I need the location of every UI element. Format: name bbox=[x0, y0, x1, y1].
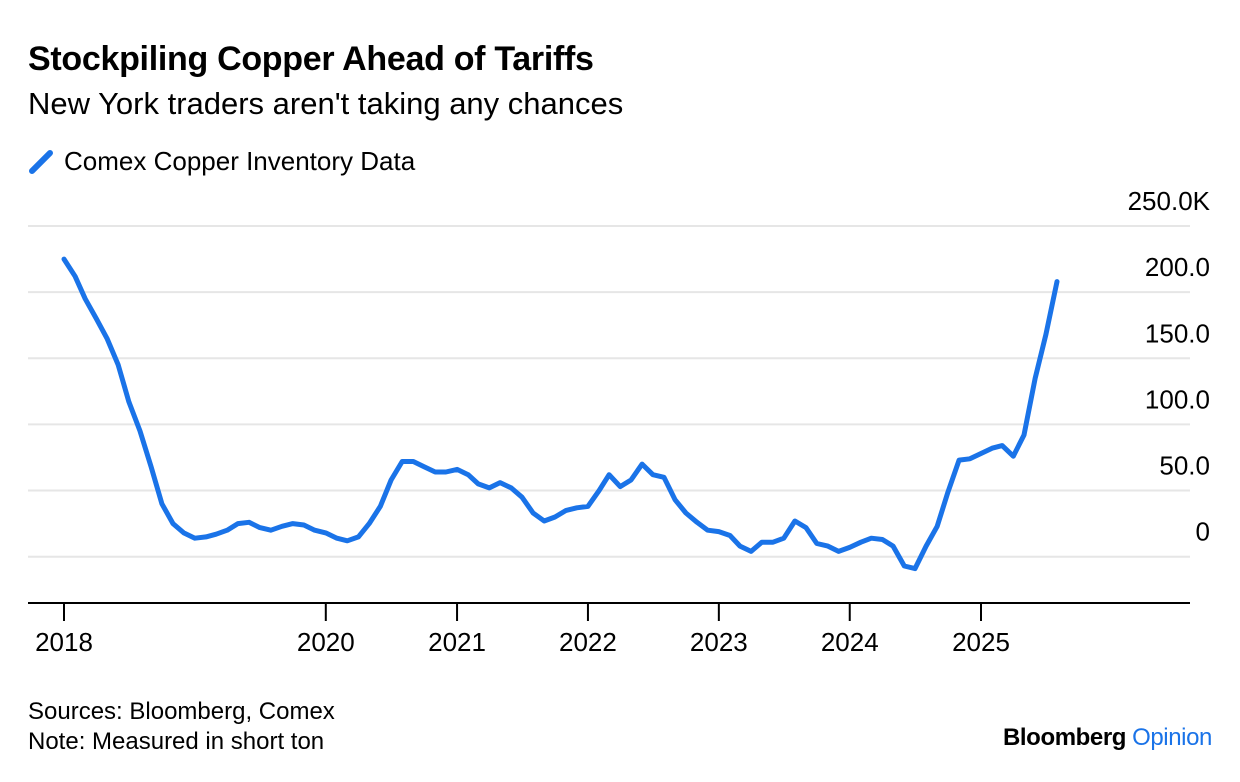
chart-subtitle: New York traders aren't taking any chanc… bbox=[28, 86, 624, 121]
x-tick-label: 2020 bbox=[297, 627, 355, 657]
chart-title: Stockpiling Copper Ahead of Tariffs bbox=[28, 40, 594, 78]
series-line bbox=[61, 256, 1060, 572]
y-tick-label: 0 bbox=[1196, 517, 1210, 547]
legend-label: Comex Copper Inventory Data bbox=[64, 146, 416, 176]
y-tick-label: 50.0 bbox=[1159, 451, 1210, 481]
x-tick-label: 2025 bbox=[952, 627, 1010, 657]
chart-legend: Comex Copper Inventory Data bbox=[28, 146, 415, 177]
x-tick-label: 2024 bbox=[821, 627, 879, 657]
unit-note: Note: Measured in short ton bbox=[28, 728, 325, 755]
x-tick-label: 2022 bbox=[559, 627, 617, 657]
x-tick-label: 2021 bbox=[428, 627, 486, 657]
brand-primary: Bloomberg bbox=[1002, 724, 1127, 751]
grid-lines bbox=[28, 225, 1190, 558]
series-group bbox=[61, 256, 1060, 572]
legend-swatch-icon bbox=[29, 149, 53, 174]
x-axis-ticks: 2018 2020 2021 2022 2023 2024 2025 bbox=[35, 603, 1010, 657]
brand-logo: Bloomberg Opinion bbox=[1003, 724, 1212, 752]
brand-secondary: Opinion bbox=[1132, 724, 1212, 751]
y-axis-ticks: 0 50.0 100.0 150.0 200.0 250.0K bbox=[1128, 186, 1211, 547]
sources-note: Sources: Bloomberg, Comex bbox=[28, 698, 335, 725]
x-tick-label: 2023 bbox=[690, 627, 748, 657]
y-tick-label: 100.0 bbox=[1145, 384, 1210, 414]
y-tick-label: 150.0 bbox=[1145, 318, 1210, 348]
y-tick-label: 200.0 bbox=[1145, 252, 1210, 282]
x-tick-label: 2018 bbox=[35, 627, 93, 657]
y-tick-label: 250.0K bbox=[1128, 186, 1211, 216]
